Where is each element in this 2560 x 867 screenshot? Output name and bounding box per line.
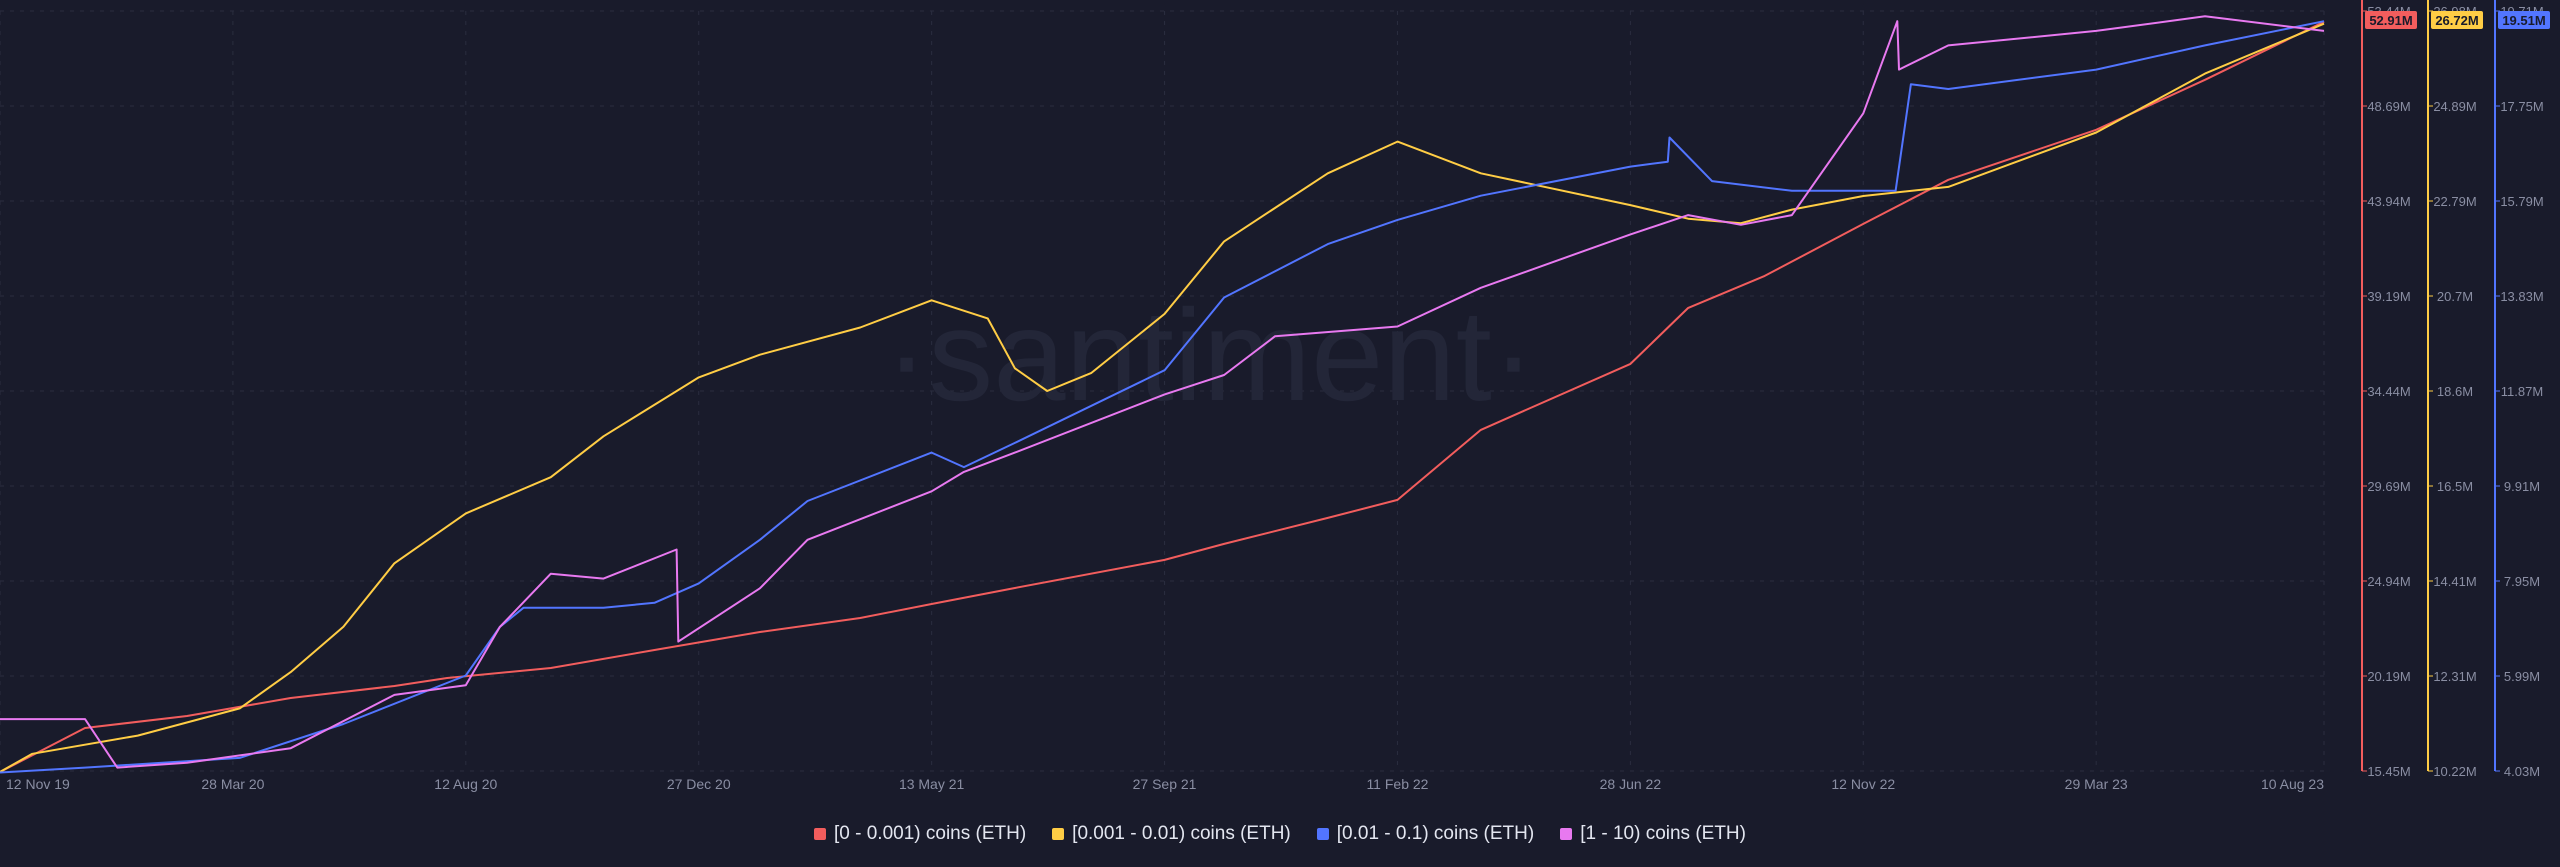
x-tick-label: 28 Jun 22	[1600, 776, 1662, 792]
line-chart: ·santiment· 12 Nov 19 28 Mar 20 12 Aug 20 2…	[0, 0, 2550, 792]
y-tick-label: 10.22M	[2433, 764, 2476, 779]
y-tick-label: 12.31M	[2433, 669, 2476, 684]
y-tick-label: 13.83M	[2500, 289, 2543, 304]
y-tick-label: 7.95M	[2504, 574, 2540, 589]
legend-label: [1 - 10) coins (ETH)	[1580, 823, 1746, 844]
y-tick-label: 17.75M	[2500, 99, 2543, 114]
y-tick-label: 22.79M	[2433, 194, 2476, 209]
legend-item[interactable]: [0 - 0.001) coins (ETH)	[814, 823, 1026, 845]
watermark: ·santiment·	[885, 282, 1535, 428]
y-tick-label: 24.94M	[2367, 574, 2410, 589]
legend-label: [0.001 - 0.01) coins (ETH)	[1072, 823, 1291, 844]
series-line[interactable]	[0, 22, 2325, 773]
current-value-label: 19.51M	[2502, 13, 2545, 28]
current-value-label: 52.91M	[2369, 13, 2412, 28]
x-tick-label: 27 Dec 20	[667, 776, 731, 792]
y-tick-label: 14.41M	[2433, 574, 2476, 589]
y-tick-label: 48.69M	[2367, 99, 2410, 114]
legend-swatch	[1052, 828, 1065, 840]
y-tick-label: 9.91M	[2504, 479, 2540, 494]
legend-label: [0 - 0.001) coins (ETH)	[834, 823, 1027, 844]
current-value-badge	[2431, 11, 2483, 29]
y-tick-label: 29.69M	[2367, 479, 2410, 494]
x-tick-label: 27 Sep 21	[1133, 776, 1197, 792]
series-lines[interactable]	[0, 15, 2325, 774]
y-tick-label: 34.44M	[2367, 384, 2410, 399]
legend-swatch	[1316, 828, 1329, 840]
y-tick-label: 15.45M	[2367, 764, 2410, 779]
y-tick-label: 5.99M	[2504, 669, 2540, 684]
y-tick-label: 18.6M	[2437, 384, 2473, 399]
x-tick-label: 29 Mar 23	[2065, 776, 2128, 792]
y-tick-label: 20.7M	[2437, 289, 2473, 304]
current-value-badge	[2498, 11, 2550, 29]
grid	[0, 10, 2325, 772]
x-tick-label: 12 Nov 22	[1831, 776, 1895, 792]
legend-label: [0.01 - 0.1) coins (ETH)	[1336, 823, 1535, 844]
x-tick-label: 28 Mar 20	[201, 776, 264, 792]
y-tick-label: 39.19M	[2367, 289, 2410, 304]
legend: [0 - 0.001) coins (ETH) [0.001 - 0.01) co…	[0, 818, 2560, 850]
series-line[interactable]	[0, 15, 2325, 769]
legend-item[interactable]: [1 - 10) coins (ETH)	[1560, 823, 1746, 845]
y-tick-label: 15.79M	[2500, 194, 2543, 209]
current-value-label: 26.72M	[2435, 13, 2478, 28]
series-line[interactable]	[0, 20, 2325, 773]
current-value-badge	[2365, 11, 2417, 29]
y-tick-label: 24.89M	[2433, 99, 2476, 114]
legend-swatch	[1560, 828, 1573, 840]
y-axes: 15.45M 20.19M 24.94M 29.69M 34.44M 39.19M 43.9…	[2361, 0, 2550, 779]
x-tick-label: 11 Feb 22	[1366, 776, 1428, 792]
y-tick-label: 43.94M	[2367, 194, 2410, 209]
legend-swatch	[814, 828, 826, 840]
y-tick-label: 16.5M	[2437, 479, 2473, 494]
legend-item[interactable]: [0.001 - 0.01) coins (ETH)	[1052, 823, 1291, 845]
legend-item[interactable]: [0.01 - 0.1) coins (ETH)	[1316, 823, 1535, 845]
y-tick-label: 20.19M	[2367, 669, 2410, 684]
y-tick-label: 4.03M	[2504, 764, 2540, 779]
x-tick-label: 13 May 21	[899, 776, 965, 792]
x-axis-ticks: 12 Nov 19 28 Mar 20 12 Aug 20 27 Dec 20 13 M…	[6, 776, 2324, 792]
y-tick-label: 11.87M	[2501, 384, 2543, 399]
x-tick-label: 10 Aug 23	[2261, 776, 2324, 792]
x-tick-label: 12 Aug 20	[434, 776, 497, 792]
x-tick-label: 12 Nov 19	[6, 776, 70, 792]
